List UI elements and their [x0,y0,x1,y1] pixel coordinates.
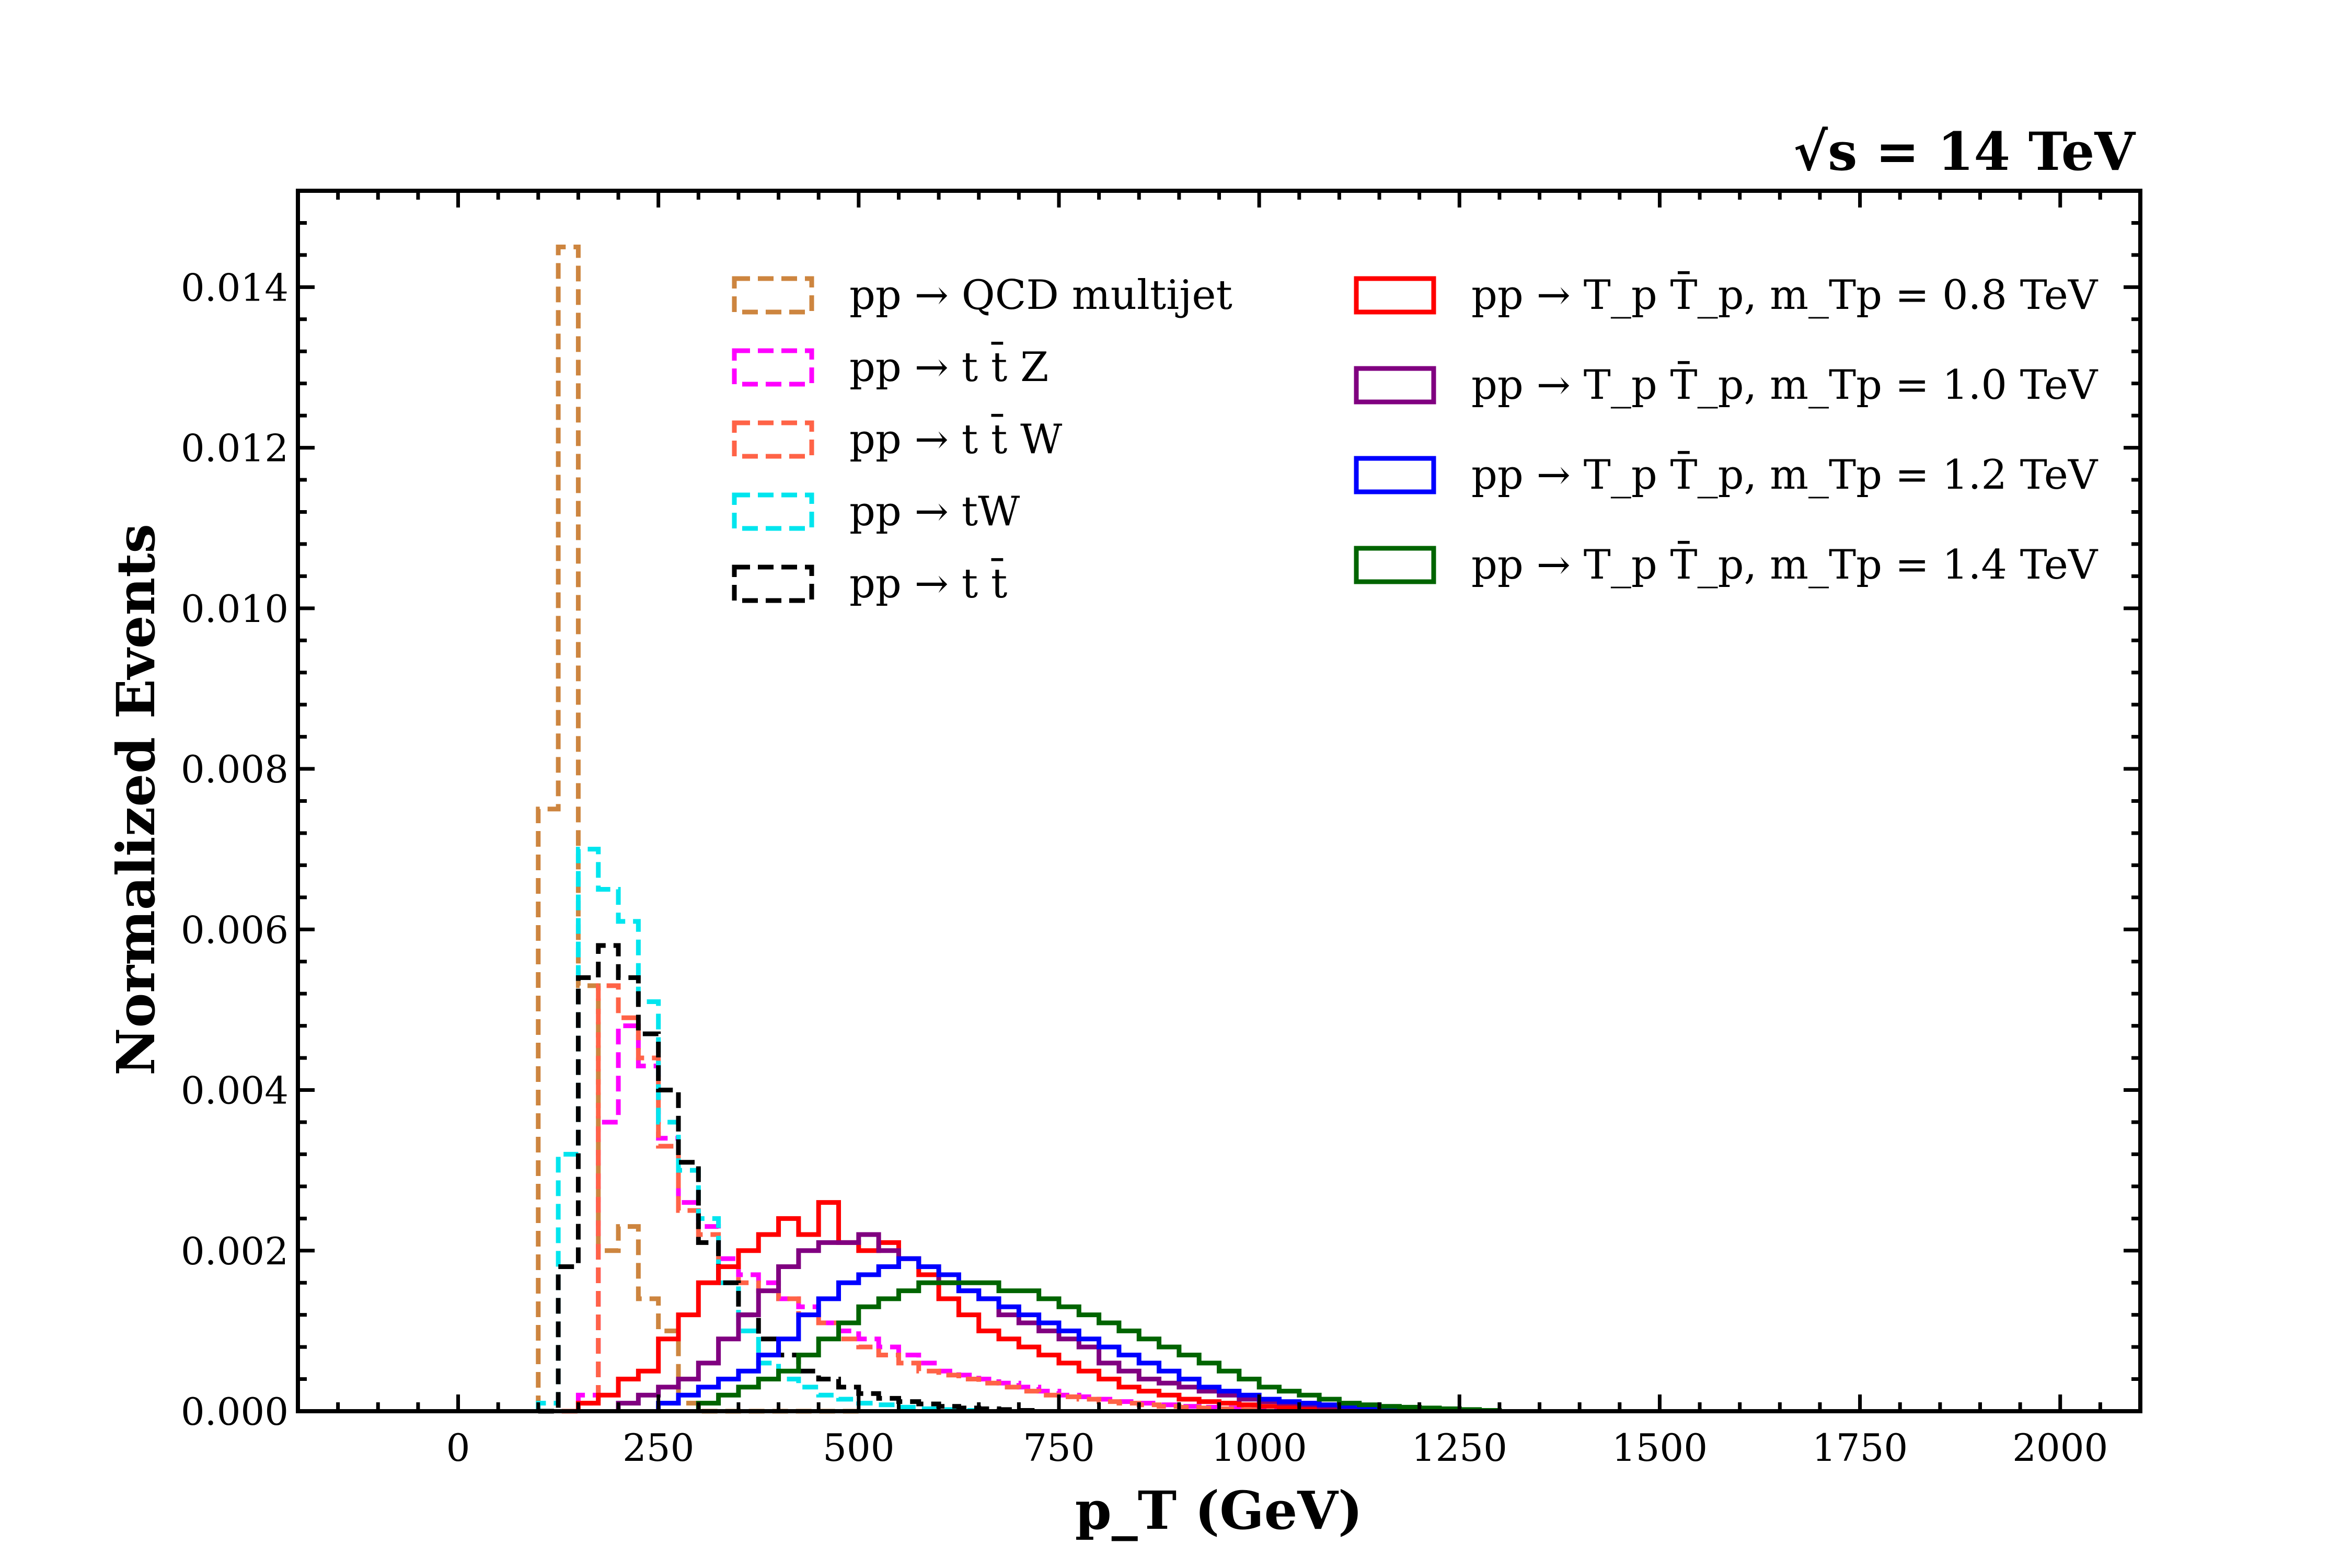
labels-layer: 0 250 500 750 1000 1250 1500 1750 2000 0.000 0.002… [181,266,2108,1470]
legend-swatch-5 [1354,276,1436,315]
legend-swatch-6 [1354,366,1436,405]
x-axis-title: p_T (GeV) [1075,1480,1363,1541]
legend-label-6: pp → T_p T̄_p, m_Tp = 1.0 TeV [1471,361,2099,409]
y-axis-title: Normalized Events [105,524,167,1076]
legend: pp → QCD multijet pp → t t̄ Z pp → t t̄ W p… [732,271,2099,607]
series-line-3 [536,847,982,1413]
y-tick-label: 0.014 [181,266,289,309]
legend-label-0: pp → QCD multijet [849,272,1232,319]
y-tick-label: 0.012 [181,426,289,470]
x-tick-label: 750 [1023,1426,1094,1470]
x-tick-label: 0 [446,1426,470,1470]
y-tick-label: 0.006 [181,908,289,952]
legend-swatch-7 [1354,456,1436,494]
legend-swatch-8 [1354,546,1436,584]
energy-label: √s = 14 TeV [1793,121,2136,182]
legend-label-3: pp → tW [849,488,1020,535]
x-tick-label: 250 [622,1426,694,1470]
y-tick-label: 0.004 [181,1069,289,1113]
series-line-2 [538,983,1262,1414]
series-line-7 [656,1256,1442,1413]
x-tick-label: 1500 [1612,1426,1708,1470]
y-tick-label: 0.000 [181,1390,289,1434]
x-tick-label: 500 [823,1426,894,1470]
x-tick-label: 1250 [1412,1426,1507,1470]
legend-label-8: pp → T_p T̄_p, m_Tp = 1.4 TeV [1471,540,2099,589]
legend-label-7: pp → T_p T̄_p, m_Tp = 1.2 TeV [1471,451,2099,499]
y-tick-label: 0.002 [181,1229,289,1273]
legend-label-2: pp → t t̄ W [849,413,1062,463]
legend-swatch-0 [732,276,814,315]
legend-swatch-1 [732,348,814,387]
y-tick-label: 0.008 [181,747,289,791]
legend-swatch-4 [732,564,814,603]
ticks-layer [298,189,2142,1413]
series-line-5 [575,1200,1382,1413]
legend-label-1: pp → t t̄ Z [849,341,1048,391]
legend-label-4: pp → t t̄ [849,558,1007,607]
y-tick-label: 0.010 [181,587,289,631]
legend-swatch-3 [732,492,814,531]
series-line-4 [538,943,1042,1414]
x-tick-label: 1000 [1212,1426,1307,1470]
legend-swatch-2 [732,420,814,459]
x-tick-label: 2000 [2012,1426,2108,1470]
legend-label-5: pp → T_p T̄_p, m_Tp = 0.8 TeV [1471,271,2099,319]
x-tick-label: 1750 [1812,1426,1908,1470]
